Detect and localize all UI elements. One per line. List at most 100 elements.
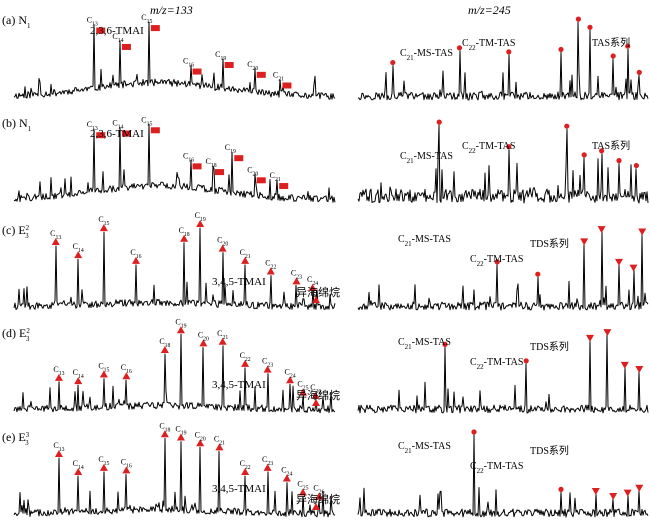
peak-marker bbox=[635, 366, 644, 373]
isorenieratane-label: 异海绵烷 bbox=[296, 388, 340, 402]
right-label: C21-MS-TAS bbox=[398, 441, 451, 455]
peak-marker bbox=[121, 43, 131, 50]
peak-marker bbox=[218, 244, 227, 252]
peak-marker bbox=[312, 503, 320, 510]
peak-label: C16 bbox=[121, 363, 132, 375]
peak-marker bbox=[610, 53, 616, 59]
peak-marker bbox=[629, 264, 638, 272]
peak-marker bbox=[597, 226, 606, 234]
peak-label: C23 bbox=[291, 268, 302, 280]
right-label: C21-MS-TAS bbox=[400, 151, 453, 165]
peak-marker bbox=[122, 372, 131, 380]
peak-label: C16 bbox=[121, 457, 132, 469]
right-trace bbox=[357, 434, 649, 518]
peak-label: C15 bbox=[98, 455, 109, 467]
panel-1: C13 C14 C15 C16 C19 C20 C21 (a) N1 2,3,6-TMAI C21… bbox=[2, 13, 649, 101]
peak-marker bbox=[54, 449, 63, 457]
right-label: TAS系列 bbox=[592, 139, 630, 152]
peak-marker bbox=[506, 144, 512, 150]
panel-2: C13 C14 C15 C16 C18 C19 C20 C21 (b) N1 2,3,6-TMAI… bbox=[2, 115, 649, 204]
peak-marker bbox=[312, 399, 320, 406]
peak-marker bbox=[196, 220, 205, 227]
peak-label: C19 bbox=[175, 425, 186, 437]
peak-marker bbox=[494, 259, 500, 265]
peak-marker bbox=[599, 148, 605, 154]
peak-label: C18 bbox=[159, 337, 170, 349]
series-label: 3,4,5-TMAI bbox=[212, 379, 266, 391]
peak-marker bbox=[241, 256, 250, 264]
peak-marker bbox=[581, 152, 587, 158]
peak-label: C21 bbox=[214, 434, 225, 446]
peak-marker bbox=[196, 439, 205, 447]
peak-marker bbox=[286, 376, 295, 384]
series-label: 3,4,5-TMAI bbox=[212, 276, 266, 288]
peak-marker bbox=[623, 489, 632, 497]
peak-label: C19 bbox=[195, 211, 206, 223]
peak-marker bbox=[74, 251, 83, 259]
right-trace bbox=[357, 231, 649, 311]
peak-label: C15 bbox=[141, 115, 152, 127]
peak-label: C24 bbox=[281, 466, 292, 478]
peak-label: C21 bbox=[217, 329, 228, 341]
peak-marker bbox=[564, 123, 570, 129]
peak-marker bbox=[192, 163, 202, 170]
peak-label: C20 bbox=[195, 430, 206, 442]
peak-marker bbox=[121, 130, 131, 137]
peak-marker bbox=[215, 169, 225, 176]
peak-marker bbox=[471, 429, 477, 435]
peak-marker bbox=[314, 492, 323, 500]
series-label: 2,3,6-TMAI bbox=[90, 25, 144, 37]
peak-label: C21 bbox=[273, 71, 284, 83]
right-trace bbox=[357, 21, 649, 101]
peak-label: C18 bbox=[159, 421, 170, 433]
left-mz-label: m/z=133 bbox=[150, 3, 193, 17]
peak-marker bbox=[506, 49, 512, 55]
peak-marker bbox=[241, 359, 250, 367]
peak-marker bbox=[199, 339, 208, 347]
peak-marker bbox=[282, 474, 291, 482]
panel-label: (b) N1 bbox=[2, 116, 32, 133]
peak-label: C23 bbox=[262, 455, 273, 467]
peak-marker bbox=[638, 228, 647, 236]
peak-marker bbox=[603, 329, 612, 337]
peak-label: C16 bbox=[183, 57, 194, 69]
peak-marker bbox=[436, 119, 442, 125]
peak-marker bbox=[263, 463, 272, 471]
peak-marker bbox=[616, 158, 622, 164]
peak-marker bbox=[160, 430, 169, 438]
peak-marker bbox=[74, 468, 83, 475]
right-label: C22-TM-TAS bbox=[470, 357, 523, 371]
right-mz-label: m/z=245 bbox=[468, 3, 511, 17]
peak-label: C26 bbox=[310, 383, 321, 395]
peak-marker bbox=[160, 345, 169, 353]
right-label: TDS系列 bbox=[530, 444, 569, 457]
peak-marker bbox=[96, 27, 106, 34]
right-label: C22-TM-TAS bbox=[470, 254, 523, 268]
left-trace bbox=[13, 333, 336, 414]
panel-label: (c) E2 3 bbox=[2, 223, 30, 240]
peak-marker bbox=[176, 326, 185, 334]
peak-marker bbox=[535, 271, 541, 277]
peak-marker bbox=[591, 488, 600, 496]
peak-label: C23 bbox=[262, 357, 273, 369]
peak-marker bbox=[99, 370, 108, 378]
peak-label: C14 bbox=[73, 242, 84, 254]
peak-label: C22 bbox=[265, 259, 276, 271]
peak-label: C13 bbox=[87, 16, 98, 28]
left-trace bbox=[13, 123, 336, 203]
peak-label: C25 bbox=[297, 380, 308, 392]
peak-label: C21 bbox=[270, 171, 281, 183]
peak-label: C20 bbox=[247, 60, 258, 72]
peak-marker bbox=[390, 59, 396, 66]
peak-label: C19 bbox=[215, 50, 226, 62]
peak-marker bbox=[122, 466, 131, 474]
right-label: TDS系列 bbox=[530, 237, 569, 250]
left-trace bbox=[13, 21, 336, 100]
peak-label: C15 bbox=[141, 13, 152, 25]
peak-label: C14 bbox=[112, 32, 123, 44]
peak-marker bbox=[558, 486, 564, 492]
panel-label: (e) E3 3 bbox=[2, 430, 30, 447]
peak-label: C22 bbox=[240, 351, 251, 363]
